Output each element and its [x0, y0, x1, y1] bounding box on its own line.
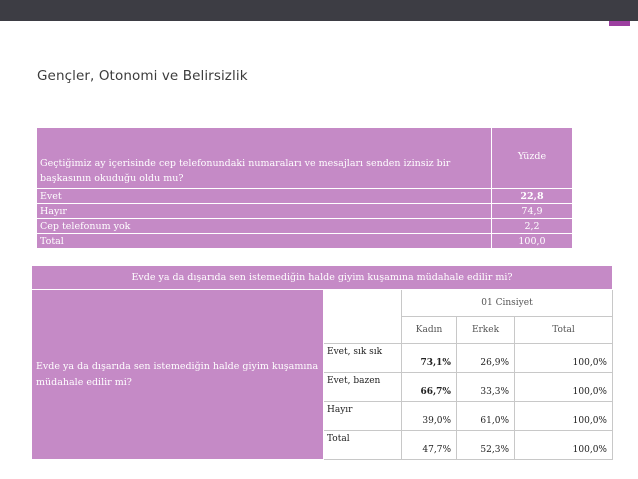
table1-column-header: Yüzde [491, 127, 573, 189]
row-category: Evet, bazen [323, 372, 402, 402]
table-row: Cep telefonum yok 2,2 [36, 218, 573, 234]
cell-total: 100,0% [514, 401, 613, 431]
table2-row-label: Evde ya da dışarıda sen istemediğin hald… [31, 289, 324, 460]
table-row: Evet, bazen 66,7% 33,3% 100,0% [32, 372, 613, 402]
column-header-kadin: Kadın [401, 316, 457, 344]
top-bar-accent [609, 21, 630, 26]
cell-total: 100,0% [514, 343, 613, 373]
empty-cell [323, 289, 402, 344]
cell-erkek: 61,0% [456, 401, 515, 431]
row-value: 100,0 [491, 233, 573, 249]
row-label: Hayır [36, 203, 492, 219]
table1-question: Geçtiğimiz ay içerisinde cep telefonunda… [36, 127, 492, 189]
cell-erkek: 33,3% [456, 372, 515, 402]
column-header-total: Total [514, 316, 613, 344]
row-value: 2,2 [491, 218, 573, 234]
table-row: Total 47,7% 52,3% 100,0% [32, 430, 613, 460]
crosstab-table: Evde ya da dışarıda sen istemediğin hald… [31, 265, 613, 460]
cell-kadin: 66,7% [401, 372, 457, 402]
cell-erkek: 26,9% [456, 343, 515, 373]
cell-total: 100,0% [514, 430, 613, 460]
table-row: Hayır 74,9 [36, 203, 573, 219]
table-row: Total 100,0 [36, 233, 573, 249]
row-category: Evet, sık sık [323, 343, 402, 373]
page-title: Gençler, Otonomi ve Belirsizlik [37, 68, 248, 84]
cell-erkek: 52,3% [456, 430, 515, 460]
percentage-table: Geçtiğimiz ay içerisinde cep telefonunda… [36, 127, 573, 249]
row-label: Evet [36, 188, 492, 204]
row-value: 22,8 [491, 188, 573, 204]
group-header: 01 Cinsiyet [401, 289, 613, 317]
table-row: Evet 22,8 [36, 188, 573, 204]
table2-caption: Evde ya da dışarıda sen istemediğin hald… [31, 265, 613, 290]
cell-kadin: 47,7% [401, 430, 457, 460]
row-label: Cep telefonum yok [36, 218, 492, 234]
row-category: Total [323, 430, 402, 460]
row-category: Hayır [323, 401, 402, 431]
cell-kadin: 39,0% [401, 401, 457, 431]
table-row: Evet, sık sık 73,1% 26,9% 100,0% [32, 343, 613, 373]
cell-total: 100,0% [514, 372, 613, 402]
row-value: 74,9 [491, 203, 573, 219]
cell-kadin: 73,1% [401, 343, 457, 373]
column-header-erkek: Erkek [456, 316, 515, 344]
table-row: Hayır 39,0% 61,0% 100,0% [32, 401, 613, 431]
row-label: Total [36, 233, 492, 249]
top-bar [0, 0, 638, 21]
